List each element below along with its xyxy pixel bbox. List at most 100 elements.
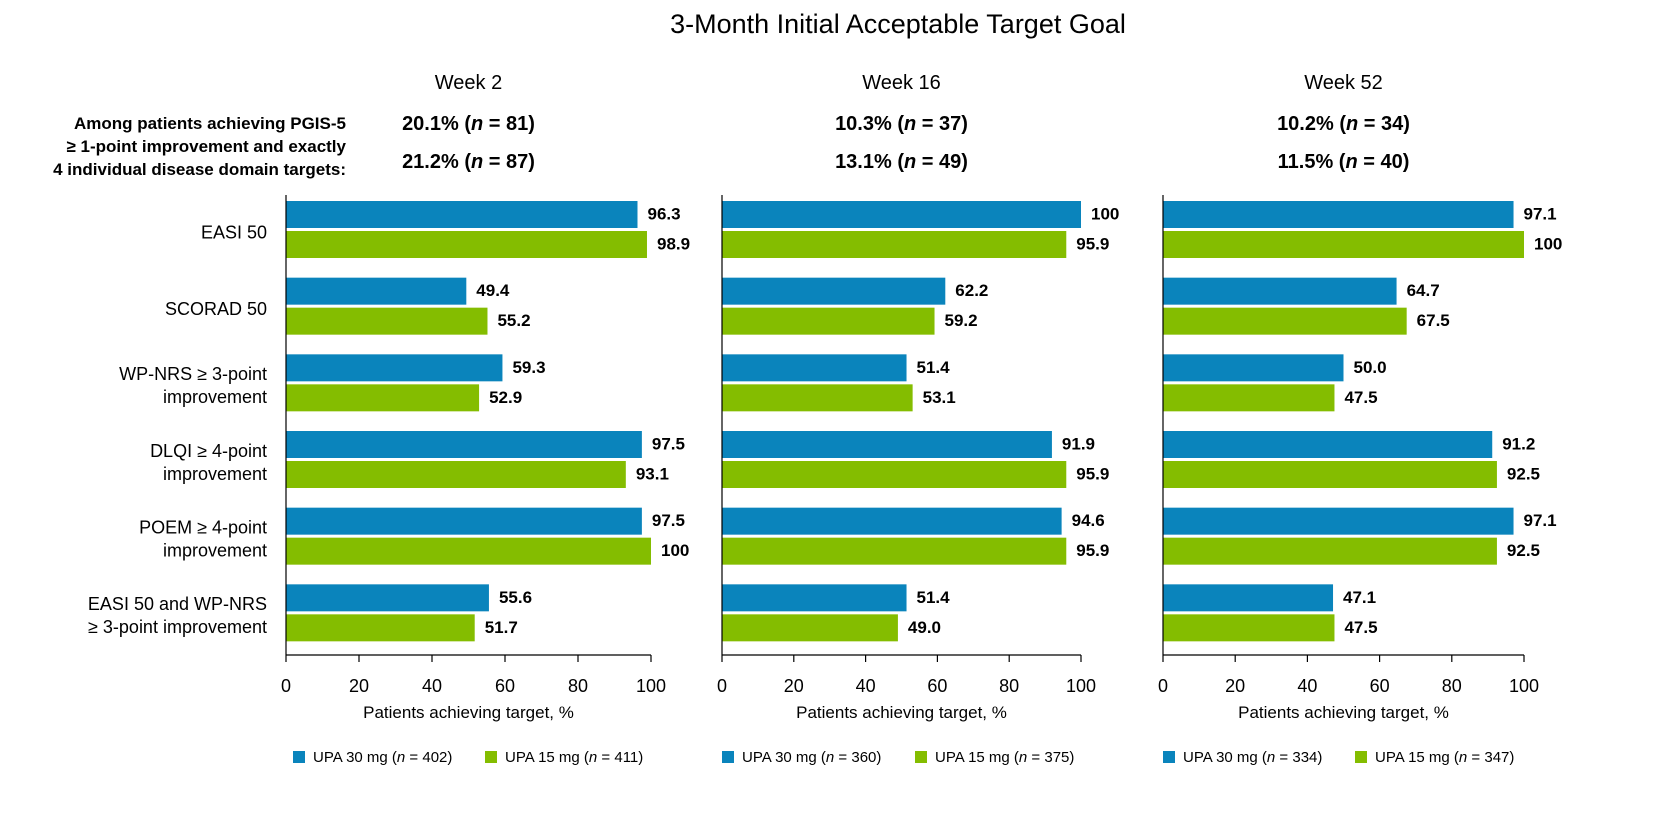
x-tick-label: 0: [1158, 676, 1168, 696]
value-label: 49.0: [908, 618, 941, 637]
value-label: 47.5: [1344, 618, 1377, 637]
bar: [286, 431, 642, 458]
x-tick-label: 100: [636, 676, 666, 696]
value-label: 97.1: [1524, 512, 1557, 531]
annotation: 21.2% (n = 87): [402, 151, 535, 173]
panel-title: Week 52: [1304, 72, 1383, 94]
x-tick-label: 80: [999, 676, 1019, 696]
legend-swatch: [1163, 751, 1175, 763]
legend-swatch: [722, 751, 734, 763]
value-label: 100: [661, 542, 689, 561]
legend-label: UPA 15 mg (n = 375): [935, 749, 1074, 766]
x-tick-label: 80: [1442, 676, 1462, 696]
bar: [1163, 537, 1497, 565]
annotation: 10.2% (n = 34): [1277, 113, 1410, 135]
x-tick-label: 40: [1297, 676, 1317, 696]
bar: [1163, 231, 1524, 258]
bar: [722, 354, 907, 382]
x-axis-label: Patients achieving target, %: [363, 703, 574, 722]
value-label: 97.1: [1524, 205, 1557, 224]
bar: [1163, 277, 1397, 305]
value-label: 100: [1091, 205, 1119, 224]
value-label: 50.0: [1354, 358, 1387, 377]
bar: [1163, 307, 1407, 335]
annotation: 20.1% (n = 81): [402, 113, 535, 135]
bar: [722, 231, 1067, 258]
value-label: 53.1: [923, 388, 956, 407]
annotation: 13.1% (n = 49): [835, 151, 968, 173]
value-label: 94.6: [1072, 512, 1105, 531]
bar: [286, 231, 647, 258]
x-axis-label: Patients achieving target, %: [796, 703, 1007, 722]
legend-swatch: [915, 751, 927, 763]
value-label: 97.5: [652, 435, 685, 454]
bar: [1163, 354, 1344, 382]
value-label: 91.2: [1502, 435, 1535, 454]
value-label: 55.2: [497, 312, 530, 331]
category-label: SCORAD 50: [165, 299, 267, 319]
bar: [722, 614, 898, 642]
x-tick-label: 0: [281, 676, 291, 696]
x-tick-label: 40: [856, 676, 876, 696]
value-label: 92.5: [1507, 542, 1540, 561]
category-label: DLQI ≥ 4-point improvement: [150, 441, 267, 484]
bar: [1163, 201, 1514, 228]
bar: [286, 584, 489, 612]
bar: [286, 384, 480, 412]
bar: [286, 307, 488, 335]
bar: [286, 201, 638, 228]
value-label: 59.2: [945, 312, 978, 331]
bar: [1163, 584, 1334, 612]
bar: [722, 307, 935, 335]
value-label: 96.3: [647, 205, 680, 224]
value-label: 55.6: [499, 588, 532, 607]
x-tick-label: 60: [495, 676, 515, 696]
value-label: 47.5: [1344, 388, 1377, 407]
legend-swatch: [293, 751, 305, 763]
category-label: EASI 50: [201, 222, 267, 242]
bar: [722, 461, 1067, 488]
value-label: 49.4: [476, 282, 510, 301]
x-tick-label: 60: [927, 676, 947, 696]
bar: [722, 277, 946, 305]
panel-title: Week 2: [435, 72, 502, 94]
value-label: 95.9: [1076, 542, 1109, 561]
bar: [1163, 461, 1497, 488]
legend-label: UPA 15 mg (n = 347): [1375, 749, 1514, 766]
legend-swatch: [1355, 751, 1367, 763]
x-axis-label: Patients achieving target, %: [1238, 703, 1449, 722]
value-label: 92.5: [1507, 465, 1540, 484]
annotation: 10.3% (n = 37): [835, 113, 968, 135]
value-label: 52.9: [489, 388, 522, 407]
bar: [286, 354, 503, 382]
panel-title: Week 16: [862, 72, 941, 94]
legend-label: UPA 30 mg (n = 360): [742, 749, 881, 766]
bar: [286, 614, 475, 642]
x-tick-label: 60: [1370, 676, 1390, 696]
header-note: Among patients achieving PGIS-5 ≥ 1-point…: [53, 114, 346, 179]
category-label: WP-NRS ≥ 3-point improvement: [119, 364, 267, 407]
annotation: 11.5% (n = 40): [1278, 151, 1410, 173]
value-label: 98.9: [657, 235, 690, 254]
bar: [1163, 507, 1514, 535]
value-label: 95.9: [1076, 235, 1109, 254]
x-tick-label: 0: [717, 676, 727, 696]
bar: [286, 277, 467, 305]
bar: [286, 507, 642, 535]
x-tick-label: 20: [349, 676, 369, 696]
value-label: 91.9: [1062, 435, 1095, 454]
value-label: 51.7: [485, 618, 518, 637]
x-tick-label: 100: [1509, 676, 1539, 696]
value-label: 97.5: [652, 512, 685, 531]
value-label: 47.1: [1343, 588, 1376, 607]
bar: [722, 431, 1052, 458]
value-label: 62.2: [955, 282, 988, 301]
bar: [722, 537, 1067, 565]
value-label: 67.5: [1417, 312, 1450, 331]
bar: [286, 461, 626, 488]
value-label: 51.4: [917, 588, 951, 607]
x-tick-label: 40: [422, 676, 442, 696]
category-label: EASI 50 and WP-NRS ≥ 3-point improvement: [88, 594, 267, 637]
legend-label: UPA 15 mg (n = 411): [505, 749, 643, 766]
